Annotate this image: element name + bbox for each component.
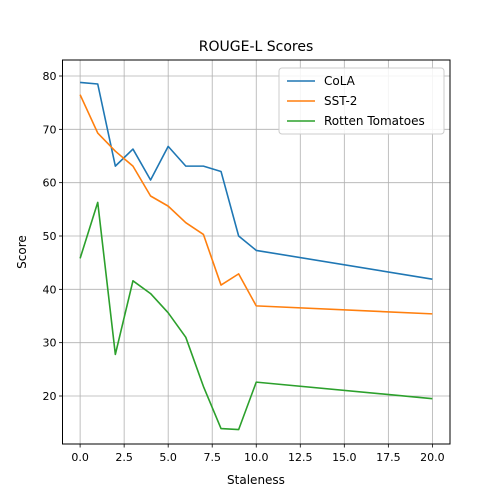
y-tick-label: 20 <box>43 390 57 403</box>
x-tick-label: 20.0 <box>420 451 445 464</box>
x-tick-label: 10.0 <box>244 451 269 464</box>
y-axis-ticks: 20 30 40 50 60 70 80 <box>43 70 63 403</box>
legend: CoLA SST-2 Rotten Tomatoes <box>278 67 445 135</box>
x-tick-label: 5.0 <box>159 451 177 464</box>
series-line-0 <box>80 81 433 280</box>
x-axis-label: Staleness <box>227 473 285 487</box>
legend-label: SST-2 <box>324 94 357 108</box>
x-tick-label: 7.5 <box>203 451 221 464</box>
series-lines <box>79 81 433 431</box>
y-tick-label: 80 <box>43 70 57 83</box>
x-tick-label: 2.5 <box>115 451 133 464</box>
x-tick-label: 15.0 <box>332 451 357 464</box>
legend-box <box>278 67 445 135</box>
x-tick-label: 17.5 <box>376 451 401 464</box>
legend-label: CoLA <box>324 74 356 88</box>
y-axis-label: Score <box>15 235 29 269</box>
y-tick-label: 70 <box>43 123 57 136</box>
legend-label: Rotten Tomatoes <box>324 114 425 128</box>
y-tick-label: 40 <box>43 283 57 296</box>
x-axis-ticks: 0.0 2.5 5.0 7.5 10.0 12.5 15.0 17.5 20.0 <box>71 444 445 464</box>
chart-title: ROUGE-L Scores <box>199 39 314 55</box>
series-line-1 <box>79 94 433 315</box>
x-tick-label: 12.5 <box>288 451 313 464</box>
y-tick-label: 50 <box>43 230 57 243</box>
series-line-2 <box>79 201 433 431</box>
y-tick-label: 30 <box>43 337 57 350</box>
x-tick-label: 0.0 <box>71 451 89 464</box>
y-tick-label: 60 <box>43 177 57 190</box>
